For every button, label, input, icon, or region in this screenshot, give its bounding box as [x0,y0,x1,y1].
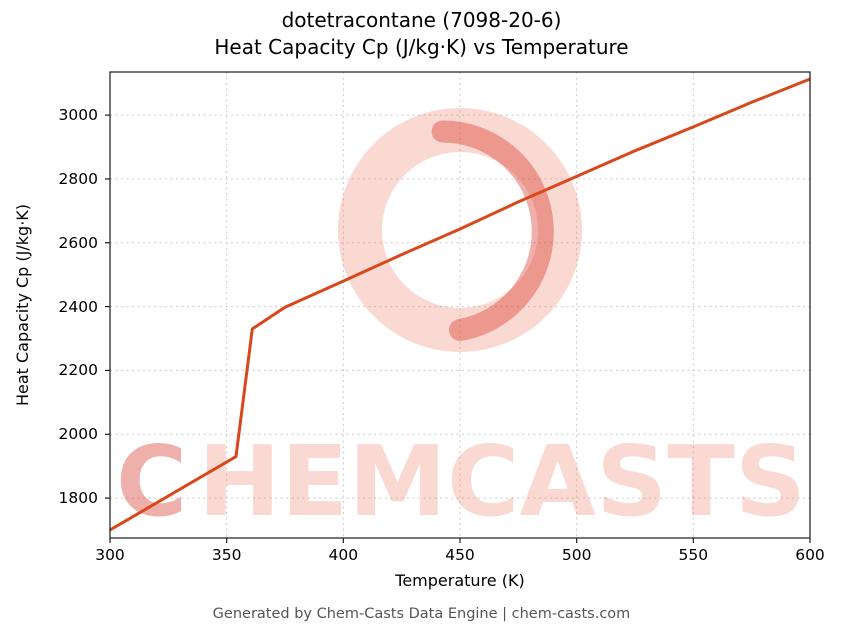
y-tick-label: 2400 [58,297,98,316]
chemcasts-ring-logo-swirl [431,120,554,341]
plot-area: C HEMCASTS [105,71,811,543]
chart-title-line2: Heat Capacity Cp (J/kg·K) vs Temperature [214,35,629,59]
x-tick-label: 350 [211,546,242,564]
x-tick-label: 500 [561,546,592,564]
y-tick-label: 3000 [58,106,98,125]
x-tick-label: 550 [678,546,709,564]
cp-vs-temperature-line [110,77,810,532]
y-tick-label: 2000 [58,425,98,444]
x-tick-label: 600 [795,546,825,564]
y-tick-label: 2200 [58,361,98,380]
y-axis-label: Heat Capacity Cp (J/kg·K) [13,203,32,407]
chart-title-line1: dotetracontane (7098-20-6) [281,8,562,32]
x-tick-label: 300 [95,546,125,564]
x-tick-label: 400 [328,546,359,564]
y-tick-label: 2600 [58,233,98,252]
x-tick-label: 450 [445,546,475,564]
y-tick-label: 2800 [58,169,98,188]
footer-attribution: Generated by Chem-Casts Data Engine | ch… [212,606,631,622]
x-axis-label: Temperature (K) [395,571,525,590]
watermark-text: HEMCASTS [198,425,806,538]
chemcasts-ring-logo [338,108,582,352]
y-tick-label: 1800 [58,489,98,508]
